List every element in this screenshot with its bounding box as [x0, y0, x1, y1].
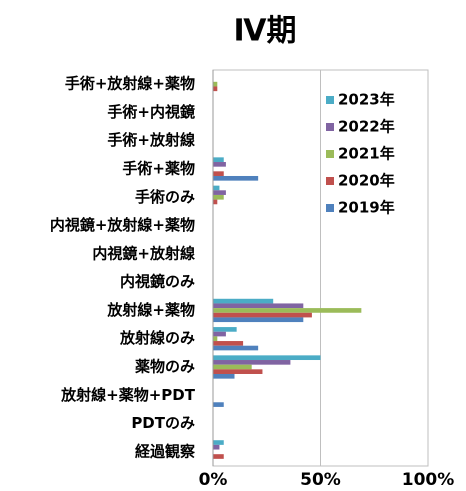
legend-swatch	[326, 150, 334, 158]
bar	[213, 308, 362, 313]
bar	[213, 317, 304, 323]
legend-label: 2022年	[338, 118, 395, 136]
y-tick-label: 内視鏡+放射線+薬物	[50, 216, 195, 234]
legend-swatch	[326, 204, 334, 212]
x-tick-label: 100%	[402, 470, 455, 490]
y-tick-label: 手術+内視鏡	[107, 103, 195, 121]
y-tick-label: 手術+放射線	[107, 131, 195, 149]
bar	[213, 312, 312, 318]
legend-label: 2021年	[338, 145, 395, 163]
y-tick-label: 経過観察	[135, 442, 196, 460]
bar	[213, 402, 224, 407]
bar	[213, 440, 224, 445]
bar	[213, 336, 218, 342]
y-tick-label: 内視鏡のみ	[120, 273, 195, 291]
y-tick-label: 手術+薬物	[122, 160, 195, 178]
chart-title: Ⅳ期	[234, 14, 297, 49]
bar	[213, 86, 218, 92]
legend-label: 2020年	[338, 172, 395, 190]
y-tick-label: 手術+放射線+薬物	[65, 75, 195, 93]
bar	[213, 341, 244, 346]
bar	[213, 298, 274, 304]
bar	[213, 364, 252, 370]
bar	[213, 185, 220, 191]
y-tick-label: PDTのみ	[131, 414, 195, 432]
bar	[213, 327, 237, 332]
legend-label: 2019年	[338, 199, 395, 217]
bar	[213, 355, 321, 361]
y-tick-label: 放射線のみ	[119, 329, 195, 347]
legend-label: 2023年	[338, 91, 395, 109]
bar	[213, 162, 226, 167]
bar	[213, 81, 218, 87]
legend-swatch	[326, 96, 334, 104]
bar	[213, 444, 220, 450]
bar	[213, 157, 224, 163]
bar	[213, 199, 218, 205]
bar	[213, 303, 304, 309]
y-tick-label: 手術のみ	[135, 188, 195, 206]
x-tick-label: 50%	[300, 470, 341, 490]
bar	[213, 331, 226, 337]
y-tick-label: 放射線+薬物+PDT	[60, 386, 196, 404]
y-tick-label: 内視鏡+放射線	[92, 244, 195, 262]
bar	[213, 190, 226, 195]
bar	[213, 360, 291, 365]
legend-swatch	[326, 123, 334, 131]
x-tick-label: 0%	[199, 470, 228, 490]
bar	[213, 454, 224, 459]
y-tick-label: 放射線+薬物	[106, 301, 195, 319]
legend-swatch	[326, 177, 334, 185]
y-tick-label: 薬物のみ	[134, 358, 195, 376]
bar	[213, 175, 259, 181]
bar	[213, 369, 263, 374]
bar	[213, 171, 224, 176]
bar	[213, 373, 235, 379]
bar	[213, 345, 259, 351]
bar	[213, 194, 224, 200]
